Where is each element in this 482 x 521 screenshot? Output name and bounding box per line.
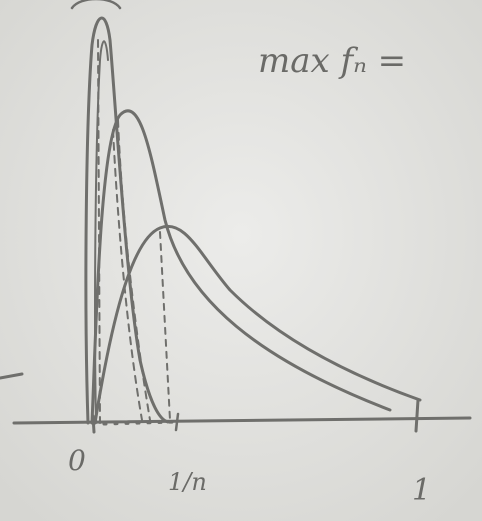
label-one: 1	[412, 473, 431, 508]
dashed-drop-spike	[97, 39, 101, 424]
heading-max-fn: max fₙ =	[258, 41, 406, 81]
curve-spike-inner	[94, 40, 109, 424]
curve-wide	[93, 224, 422, 425]
dashed-drop-medium	[117, 119, 151, 421]
dashed-drop-wide	[159, 231, 171, 421]
stray-chalk-mark	[0, 372, 24, 380]
axis-dot-marks	[102, 420, 178, 426]
dashed-drop-medium-2	[112, 129, 143, 421]
spike-top-loop	[70, 0, 122, 10]
x-axis	[12, 416, 472, 425]
label-origin: 0	[68, 444, 86, 477]
label-one-over-n: 1/n	[168, 468, 207, 496]
tick-one-over-n	[174, 412, 180, 432]
tick-one	[414, 398, 420, 433]
